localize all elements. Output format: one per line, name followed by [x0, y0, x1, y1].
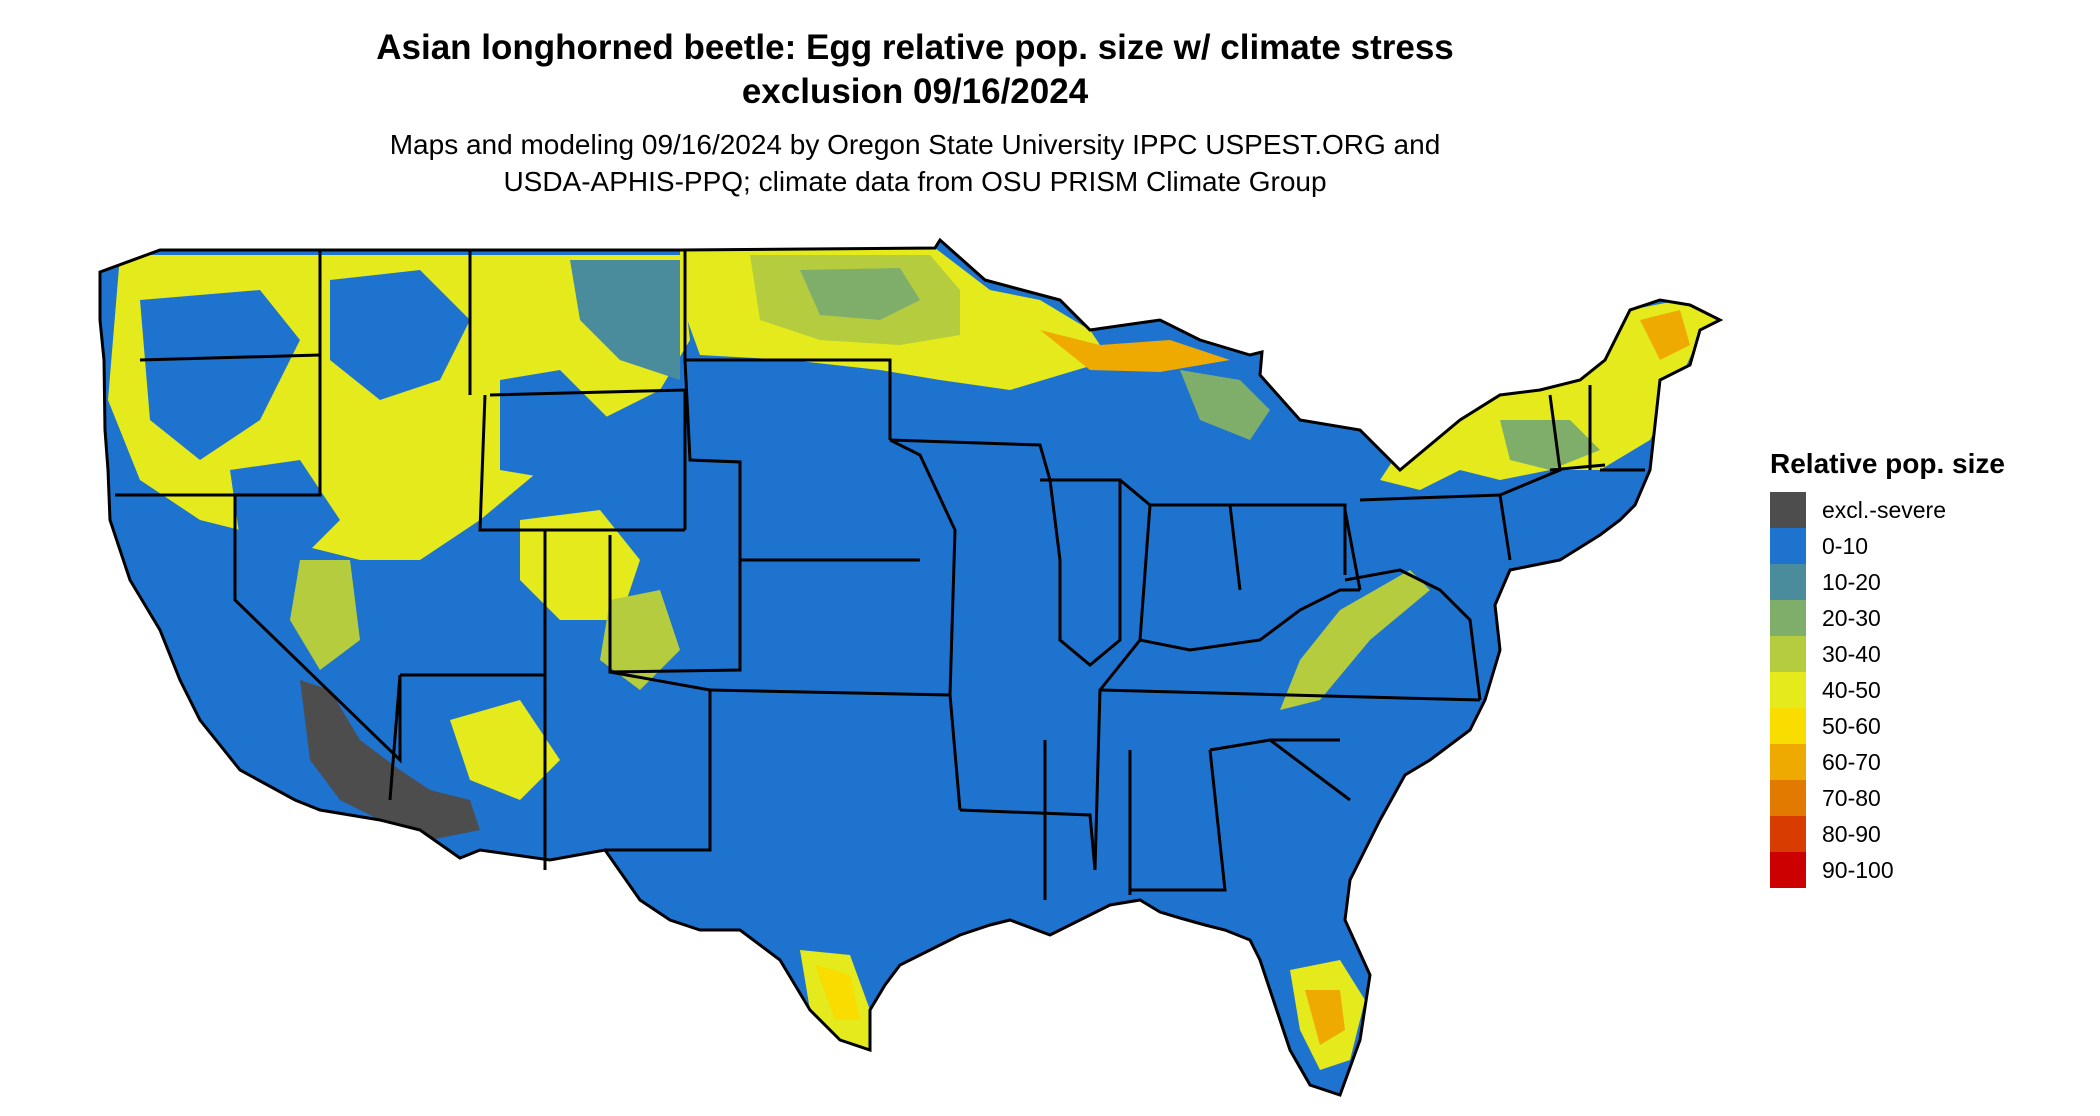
title-line-2: exclusion 09/16/2024: [741, 72, 1089, 111]
legend-items: excl.-severe 0-10 10-20 20-30 30-40 40-50 50-6…: [1770, 492, 2005, 888]
title-line-1: Asian longhorned beetle: Egg relative po…: [376, 28, 1454, 67]
legend: Relative pop. size excl.-severe 0-10 10-20…: [1770, 448, 2005, 888]
legend-item: 90-100: [1770, 852, 2005, 888]
legend-swatch: [1770, 600, 1806, 636]
legend-label: 50-60: [1822, 712, 1881, 739]
legend-item: excl.-severe: [1770, 492, 2005, 528]
legend-item: 60-70: [1770, 744, 2005, 780]
legend-label: 90-100: [1822, 856, 1894, 883]
legend-swatch: [1770, 780, 1806, 816]
legend-label: 60-70: [1822, 748, 1881, 775]
legend-swatch: [1770, 744, 1806, 780]
legend-item: 10-20: [1770, 564, 2005, 600]
legend-item: 0-10: [1770, 528, 2005, 564]
legend-swatch: [1770, 672, 1806, 708]
legend-label: 20-30: [1822, 604, 1881, 631]
legend-swatch: [1770, 492, 1806, 528]
state-boundaries: [98, 237, 1724, 1097]
legend-item: 40-50: [1770, 672, 2005, 708]
legend-label: excl.-severe: [1822, 496, 1946, 523]
legend-label: 30-40: [1822, 640, 1881, 667]
legend-item: 30-40: [1770, 636, 2005, 672]
legend-swatch: [1770, 528, 1806, 564]
legend-item: 80-90: [1770, 816, 2005, 852]
legend-swatch: [1770, 564, 1806, 600]
legend-item: 20-30: [1770, 600, 2005, 636]
legend-label: 80-90: [1822, 820, 1881, 847]
legend-swatch: [1770, 816, 1806, 852]
legend-label: 40-50: [1822, 676, 1881, 703]
subtitle-line-1: Maps and modeling 09/16/2024 by Oregon S…: [389, 129, 1441, 160]
subtitle-line-2: USDA-APHIS-PPQ; climate data from OSU PR…: [503, 166, 1327, 197]
legend-item: 70-80: [1770, 780, 2005, 816]
legend-item: 50-60: [1770, 708, 2005, 744]
legend-label: 70-80: [1822, 784, 1881, 811]
map-title: Asian longhorned beetle: Egg relative po…: [0, 26, 1830, 114]
legend-label: 0-10: [1822, 532, 1869, 559]
legend-swatch: [1770, 852, 1806, 888]
legend-title: Relative pop. size: [1770, 448, 2005, 479]
legend-label: 10-20: [1822, 568, 1881, 595]
legend-swatch: [1770, 708, 1806, 744]
legend-swatch: [1770, 636, 1806, 672]
map-subtitle: Maps and modeling 09/16/2024 by Oregon S…: [0, 126, 1830, 200]
